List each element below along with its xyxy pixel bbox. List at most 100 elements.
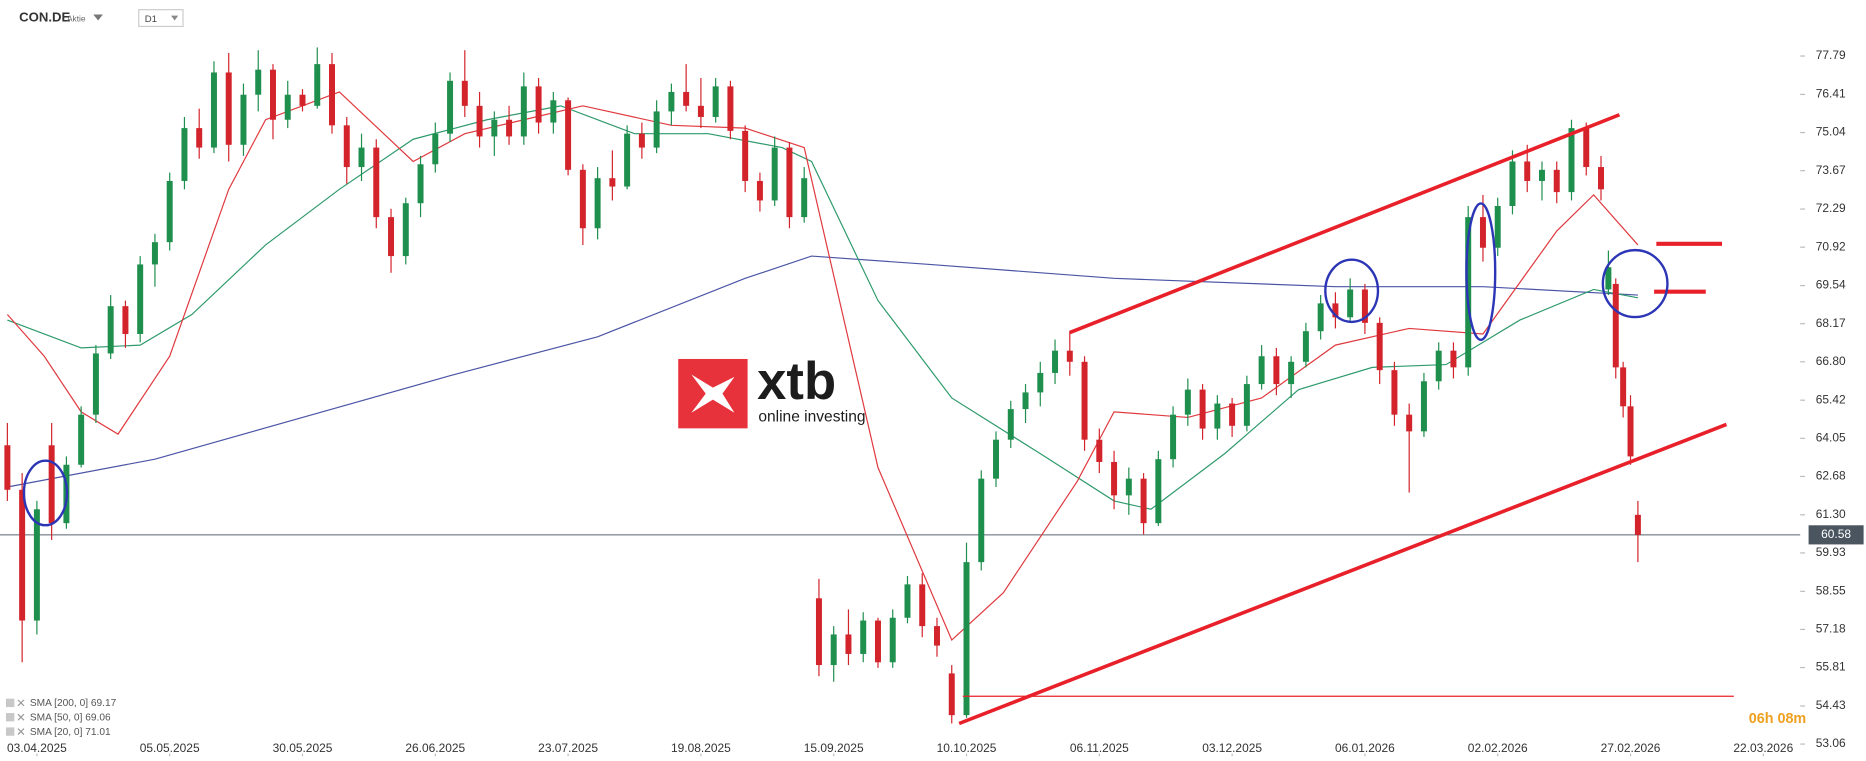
legend-close (17, 728, 25, 735)
candle-body (609, 178, 616, 187)
y-tick-label: 58.55 (1816, 583, 1846, 597)
candle-body (579, 169, 586, 229)
x-tick-label: 05.05.2025 (140, 741, 200, 755)
candle-body (78, 414, 85, 465)
highlight-ellipse (22, 459, 69, 527)
candle-body (860, 620, 867, 654)
y-tick-label: 55.81 (1816, 660, 1846, 674)
candle-body (48, 445, 55, 524)
x-tick-label: 23.07.2025 (538, 741, 598, 755)
candle-body (1605, 267, 1612, 290)
candle-body (1435, 350, 1442, 382)
candle-body (712, 86, 719, 117)
dropdown-arrow[interactable] (93, 14, 103, 21)
candle-body (1376, 322, 1383, 371)
candle-body (314, 64, 321, 106)
candle-body (624, 133, 631, 187)
candle-body (1361, 289, 1368, 323)
candle-body (1258, 356, 1265, 385)
candle-body (461, 80, 468, 106)
candle-body (284, 94, 291, 120)
candle-body (1081, 361, 1088, 440)
x-tick-label: 06.11.2025 (1070, 741, 1129, 755)
candle-body (978, 478, 985, 563)
trendline (958, 422, 1728, 726)
candle-body (137, 264, 144, 334)
candle-body (373, 147, 380, 218)
x-tick-label: 10.10.2025 (937, 741, 997, 755)
candle-body (196, 128, 203, 148)
candle-body (1391, 370, 1398, 415)
candle-body (299, 94, 306, 106)
y-tick-label: 69.54 (1816, 278, 1846, 292)
candle-body (447, 80, 454, 134)
candle-body (1620, 367, 1627, 407)
asset-type: Aktie (67, 13, 86, 23)
candle-body (1229, 403, 1236, 426)
candle-body (535, 86, 542, 123)
y-tick-label: 73.67 (1816, 163, 1846, 177)
candle-body (1612, 283, 1619, 368)
candle-body (668, 91, 675, 112)
y-tick-label: 66.80 (1816, 354, 1846, 368)
y-tick-label: 61.30 (1816, 507, 1846, 521)
candle-body (402, 203, 409, 257)
candle-body (19, 489, 26, 621)
candle-body (1509, 161, 1516, 207)
candle-body (756, 180, 763, 201)
candle-body (432, 133, 439, 165)
highlight-ellipse (1601, 248, 1669, 319)
candle-body (388, 217, 395, 257)
candle-body (993, 439, 1000, 479)
candle-body (1538, 169, 1545, 181)
x-tick-label: 02.02.2026 (1468, 741, 1528, 755)
candle-body (1524, 161, 1531, 181)
candle-body (520, 86, 527, 137)
candle-body (1111, 461, 1118, 496)
x-tick-label: 26.06.2025 (405, 741, 465, 755)
candle-body (1302, 331, 1309, 362)
y-tick-label: 75.04 (1816, 125, 1846, 139)
y-tick-label: 53.06 (1816, 736, 1846, 750)
candle-body (638, 133, 645, 148)
legend-entry: SMA [50, 0] 69.06 (30, 713, 111, 724)
candle-body (594, 178, 601, 229)
last-price-label: 60.58 (1821, 527, 1851, 541)
y-tick-label: 54.43 (1816, 698, 1846, 712)
candle-body (151, 242, 158, 265)
candle-body (683, 91, 690, 106)
x-tick-label: 15.09.2025 (804, 741, 864, 755)
candle-body (653, 111, 660, 148)
candle-body (1096, 439, 1103, 462)
candle-body (417, 164, 424, 204)
legend-close (17, 699, 25, 707)
symbol: CON.DE (19, 10, 70, 25)
highlights (22, 202, 1669, 527)
logo-text: xtb (757, 352, 836, 411)
trendline (1069, 113, 1621, 335)
candle-body (210, 72, 217, 148)
candle-body (1420, 381, 1427, 432)
candle-body (255, 69, 262, 95)
candle-body (33, 509, 40, 621)
candle-body (1479, 217, 1486, 248)
y-tick-label: 72.29 (1816, 201, 1846, 215)
candle-body (1494, 206, 1501, 248)
legend-entry: SMA [200, 0] 69.17 (30, 698, 117, 709)
candle-body (697, 105, 704, 117)
candle-body (727, 86, 734, 131)
candle-body (269, 69, 276, 120)
legend-close (17, 713, 25, 721)
y-tick-label: 57.18 (1816, 622, 1846, 636)
candle-body (181, 128, 188, 181)
candle-body (874, 620, 881, 663)
candle-body (815, 598, 822, 666)
timeframe: D1 (145, 14, 157, 25)
timeframe-box[interactable] (138, 9, 184, 28)
candle-body (1634, 514, 1641, 535)
candle-body (565, 100, 572, 170)
x-tick-label: 06.01.2026 (1335, 741, 1395, 755)
logo-mark (691, 374, 735, 413)
